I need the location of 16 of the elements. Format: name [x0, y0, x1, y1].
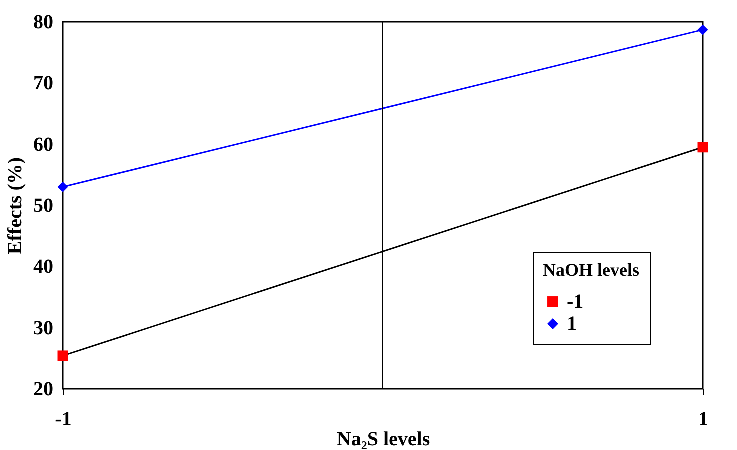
- point: [698, 24, 708, 36]
- x-axis-title: Na₂S levels: [336, 428, 430, 450]
- y-tick-label: 50: [34, 195, 54, 217]
- y-tick-label: 30: [34, 317, 54, 340]
- y-tick-label: 20: [34, 378, 54, 400]
- y-tick-label: 70: [34, 72, 54, 95]
- y-tick-label: 60: [34, 134, 54, 156]
- y-axis-title: Effects (%): [4, 157, 26, 255]
- point: [698, 142, 708, 153]
- legend-label: -1: [567, 291, 584, 313]
- point: [58, 350, 68, 362]
- y-tick-label: 40: [34, 256, 54, 278]
- legend-title: NaOH levels: [543, 260, 640, 280]
- legend-label: 1: [567, 313, 577, 335]
- y-tick-label: 80: [34, 12, 54, 34]
- point: [58, 182, 68, 192]
